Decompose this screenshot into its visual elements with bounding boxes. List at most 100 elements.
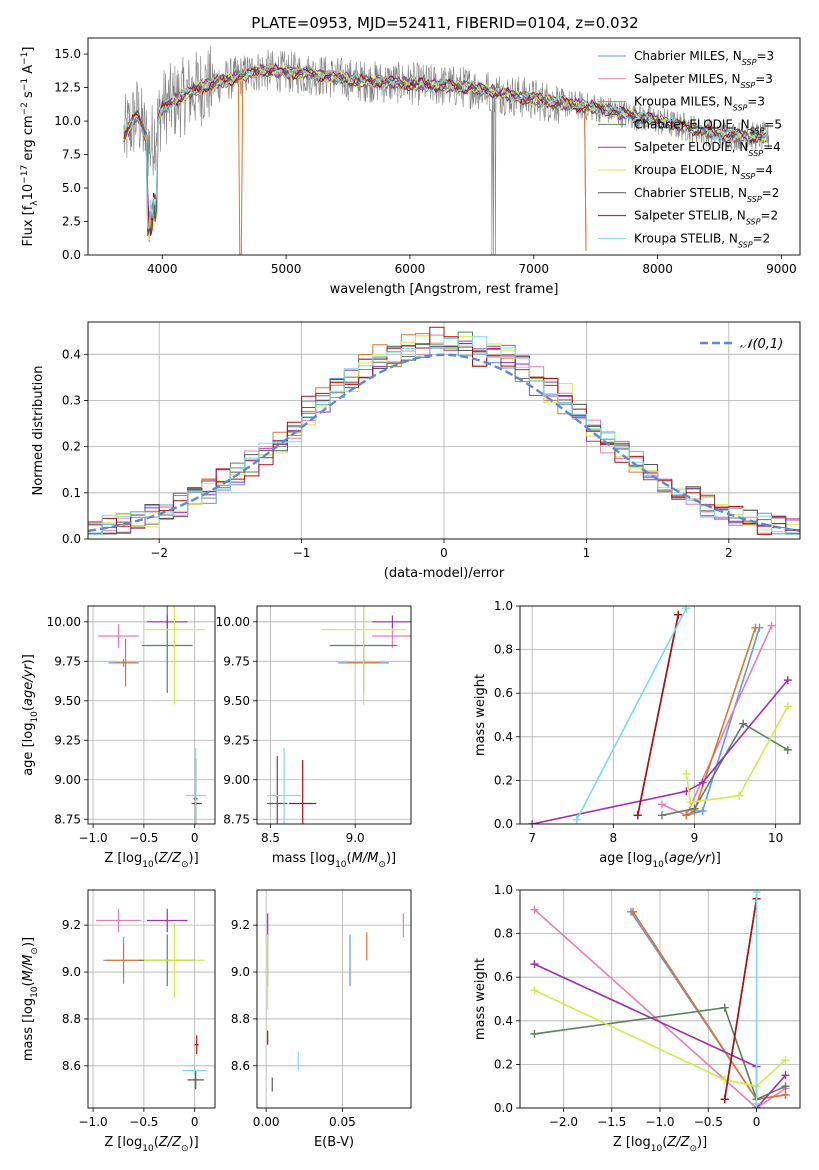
y-tick-label: 15.0: [54, 47, 81, 61]
y-tick-label: 8.6: [62, 1059, 81, 1073]
legend-entry: Salpeter STELIB, NSSP=2: [634, 209, 778, 227]
legend-text: =3: [756, 49, 774, 63]
x-tick-label: 0: [191, 1115, 199, 1129]
weight-marker: [767, 621, 776, 630]
spectrum-model-line: [123, 64, 767, 230]
legend-text: =2: [760, 209, 778, 223]
weight-marker: [674, 610, 683, 619]
label-part: 10: [652, 860, 664, 870]
legend-text: Chabrier STELIB, N: [634, 186, 747, 200]
x-tick-label: −1.0: [79, 831, 108, 845]
x-tick-label: −0.5: [694, 1115, 723, 1129]
weight-marker: [530, 1029, 539, 1038]
label-part: )]: [189, 851, 199, 866]
weight-line: [632, 911, 786, 1101]
legend-entry: Kroupa MILES, NSSP=3: [634, 95, 765, 113]
massweight-vs-Z-plot-area: [520, 890, 800, 1108]
x-tick-label: −1.0: [79, 1115, 108, 1129]
x-tick-label: 9.0: [346, 831, 365, 845]
weight-marker: [783, 676, 792, 685]
weight-marker: [781, 1056, 790, 1065]
mass-vs-Z-plot-area: [88, 890, 215, 1108]
y-tick-label: 8.75: [54, 812, 81, 826]
y-tick-label: 8.8: [231, 1012, 250, 1026]
x-tick-label: 0: [753, 1115, 761, 1129]
weight-marker: [530, 905, 539, 914]
legend-text: =3: [755, 72, 773, 86]
x-tick-label: −1.5: [597, 1115, 626, 1129]
label-part: λ: [30, 200, 40, 206]
weight-marker: [739, 719, 748, 728]
histogram-step: [88, 335, 800, 535]
x-tick-label: 0.00: [253, 1115, 280, 1129]
legend-sub: SSP: [741, 80, 756, 89]
label-part: A: [21, 65, 36, 78]
age-vs-Z-panel: −1.0 −0.5 0 8.75 9.00 9.25 9.50 9.75 10.00 Z [log…: [21, 605, 216, 870]
label-part: Z/Z: [158, 851, 182, 866]
y-tick-label: 0.0: [494, 817, 513, 831]
legend-text: =5: [764, 117, 782, 131]
y-tick-label: 0.2: [494, 773, 513, 787]
spectrum-model-line: [123, 63, 767, 236]
legend-sub: SSP: [750, 126, 765, 135]
y-tick-label: 0.4: [494, 1014, 513, 1028]
weight-marker: [658, 800, 667, 809]
x-tick-label: 8000: [642, 262, 673, 276]
legend-text: Kroupa MILES, N: [634, 95, 733, 109]
histogram-step: [88, 336, 800, 535]
axes-frame: [519, 889, 801, 1109]
label-part: ⊙: [689, 1144, 697, 1154]
label-part: −2: [20, 102, 30, 115]
label-part: 10: [21, 184, 36, 201]
legend-sub: SSP: [746, 217, 761, 226]
legend-sub: SSP: [738, 240, 753, 249]
label-part: Z/Z: [666, 1135, 690, 1150]
weight-marker: [698, 806, 707, 815]
x-axis-label: wavelength [Angstrom, rest frame]: [330, 282, 559, 297]
spectrum-panel: 4000 5000 6000 7000 8000 9000 0.0 2.5 5.0 7.5 10.0…: [20, 37, 801, 297]
label-part: 10: [142, 860, 154, 870]
weight-marker: [690, 804, 699, 813]
weight-line: [533, 909, 786, 1108]
x-tick-label: −0.5: [129, 831, 158, 845]
y-tick-label: 9.2: [231, 918, 250, 932]
x-tick-label: 0: [191, 831, 199, 845]
label-part: M/M: [21, 955, 36, 982]
y-tick-label: 8.6: [231, 1059, 250, 1073]
y-tick-label: 0.0: [62, 248, 81, 262]
y-tick-label: 0.6: [494, 686, 513, 700]
plot-layer: 4000 5000 6000 7000 8000 90000.02.55.07.510.0…: [20, 37, 801, 1154]
legend-text: =2: [753, 231, 771, 245]
y-tick-label: 8.75: [223, 812, 250, 826]
y-tick-label: 10.00: [47, 615, 81, 629]
weight-line: [685, 705, 789, 804]
axes-frame: [256, 889, 412, 1109]
label-part: )]: [711, 851, 721, 866]
label-part: (: [662, 1135, 667, 1150]
y-tick-label: 0.0: [494, 1101, 513, 1115]
y-tick-label: 0.8: [494, 927, 513, 941]
label-part: −1: [20, 52, 30, 65]
label-part: M/M: [352, 851, 379, 866]
label-part: Z [log: [104, 851, 142, 866]
weight-line: [723, 898, 758, 1100]
label-part: )]: [21, 937, 36, 947]
x-tick-label: 0: [440, 546, 448, 560]
label-part: )]: [21, 654, 36, 664]
weight-marker: [628, 907, 637, 916]
weight-marker: [633, 811, 642, 820]
legend-sub: SSP: [747, 194, 762, 203]
x-tick-label: 8: [610, 831, 618, 845]
x-tick-label: 8.5: [261, 831, 280, 845]
weight-marker: [530, 986, 539, 995]
y-tick-label: 9.00: [223, 773, 250, 787]
label-part: ⊙: [378, 860, 386, 870]
spectrum-model-line: [123, 63, 587, 255]
x-axis-label: mass [log10(M/M⊙)]: [272, 851, 396, 870]
label-part: Normed distribution: [31, 366, 46, 496]
label-part: (: [21, 706, 36, 711]
y-axis-label: mass [log10(M/M⊙)]: [21, 937, 40, 1061]
y-tick-label: 8.8: [62, 1012, 81, 1026]
